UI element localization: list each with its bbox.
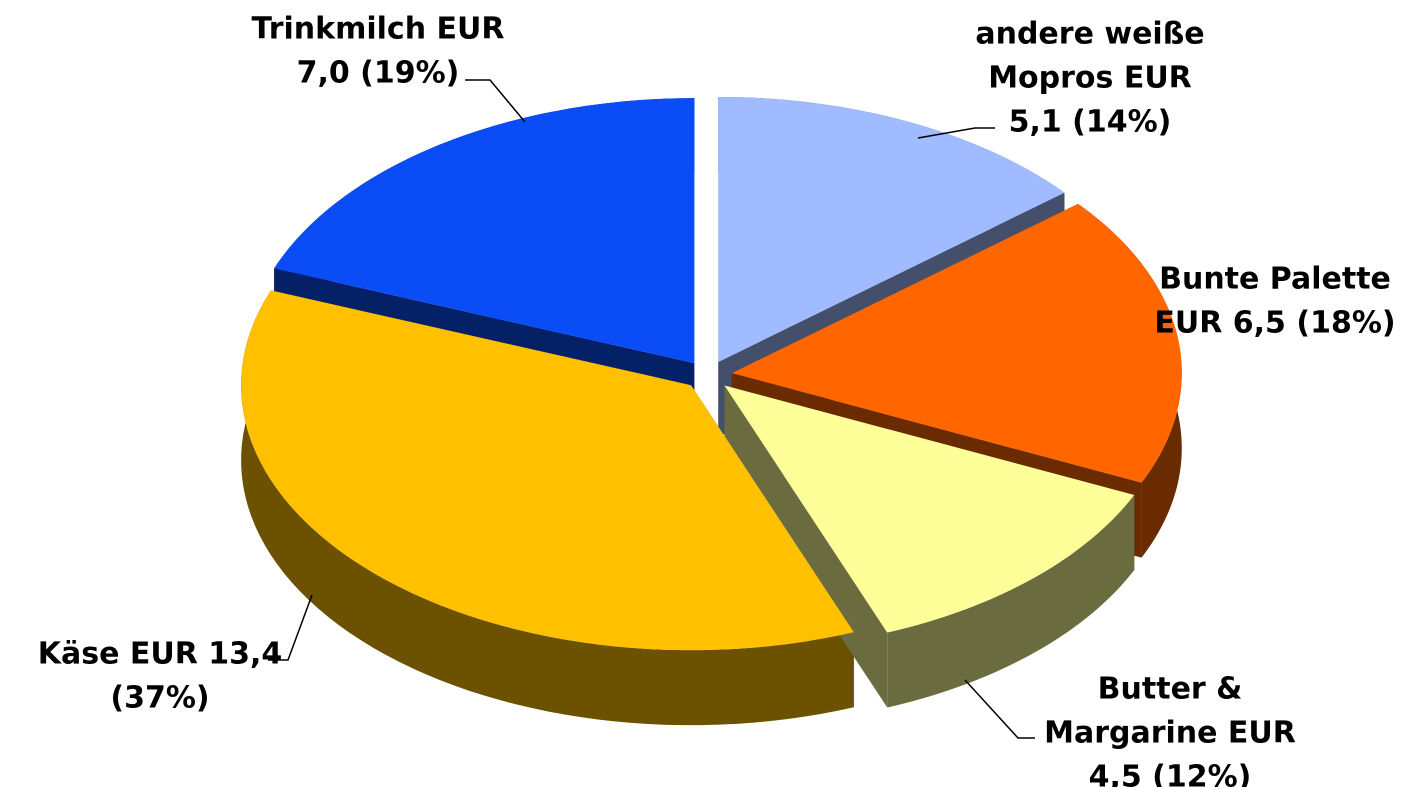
data-label: 7,0 (19%) bbox=[297, 56, 460, 91]
pie-slice bbox=[731, 203, 1182, 483]
pie-tops bbox=[241, 96, 1182, 651]
pie bbox=[241, 96, 1182, 726]
pie-outer-wall bbox=[887, 494, 1135, 708]
data-label: andere weiße bbox=[975, 17, 1204, 52]
data-label: EUR 6,5 (18%) bbox=[1154, 306, 1395, 341]
data-label: Mopros EUR bbox=[988, 61, 1192, 96]
leader-line bbox=[964, 679, 1035, 739]
leader-line bbox=[917, 127, 995, 139]
data-label: Käse EUR 13,4 bbox=[38, 637, 283, 672]
data-label: (37%) bbox=[110, 681, 209, 716]
data-label: 5,1 (14%) bbox=[1009, 105, 1172, 140]
data-label: Margarine EUR bbox=[1044, 716, 1296, 751]
leader-line bbox=[465, 79, 526, 123]
pie-outer-wall bbox=[241, 290, 854, 726]
data-label: 4,5 (12%) bbox=[1089, 760, 1252, 787]
pie-slice bbox=[241, 290, 854, 651]
data-label: Bunte Palette bbox=[1159, 262, 1391, 297]
data-label: Trinkmilch EUR bbox=[252, 12, 505, 47]
leader-line bbox=[268, 594, 313, 661]
data-label: Butter & bbox=[1098, 672, 1243, 707]
pie-slice bbox=[718, 96, 1065, 362]
pie-slice bbox=[724, 385, 1135, 633]
pie-slice bbox=[274, 98, 695, 364]
